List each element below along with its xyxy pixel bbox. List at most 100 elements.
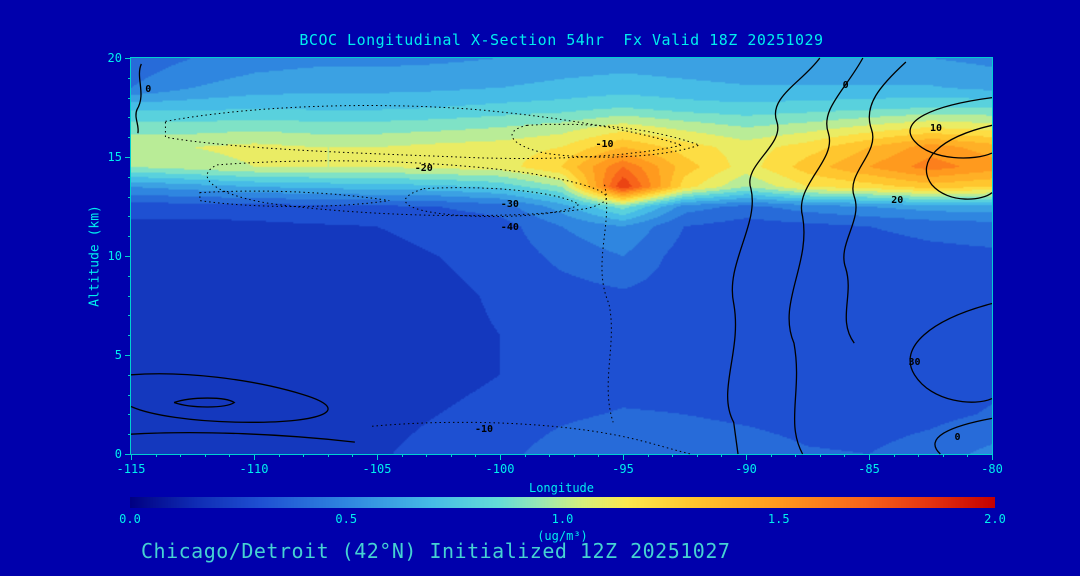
x-tick-mark bbox=[401, 454, 403, 457]
colorbar-tick-label: 0.5 bbox=[335, 512, 358, 526]
contour-line bbox=[165, 106, 682, 159]
contour-line bbox=[372, 422, 691, 454]
x-tick-label: -115 bbox=[116, 462, 146, 476]
y-tick-mark bbox=[125, 355, 131, 356]
x-tick-mark bbox=[696, 454, 698, 457]
contour-label: 0 bbox=[145, 83, 152, 95]
x-tick-mark bbox=[992, 454, 993, 460]
contour-line bbox=[136, 64, 141, 133]
x-tick-label: -105 bbox=[362, 462, 392, 476]
y-tick-mark bbox=[128, 335, 131, 337]
x-axis-label: Longitude bbox=[528, 481, 595, 495]
x-tick-mark bbox=[327, 454, 329, 457]
contour-label: 30 bbox=[908, 356, 921, 368]
y-tick-mark bbox=[125, 58, 131, 59]
x-tick-mark bbox=[131, 454, 132, 460]
x-tick-mark bbox=[844, 454, 846, 457]
x-tick-mark bbox=[549, 454, 551, 457]
contour-line bbox=[200, 191, 389, 206]
y-tick-mark bbox=[125, 157, 131, 158]
contour-label: 20 bbox=[891, 194, 904, 206]
y-tick-mark bbox=[128, 295, 131, 297]
contour-line bbox=[174, 398, 234, 407]
contour-line bbox=[935, 418, 992, 454]
y-tick-mark bbox=[128, 176, 131, 178]
x-tick-mark bbox=[942, 454, 944, 457]
x-tick-mark bbox=[869, 454, 870, 460]
contour-line bbox=[405, 188, 578, 217]
y-tick-mark bbox=[128, 275, 131, 277]
contour-line bbox=[844, 62, 906, 343]
x-tick-mark bbox=[647, 454, 649, 457]
x-tick-mark bbox=[573, 454, 575, 457]
contour-label: -10 bbox=[595, 139, 614, 151]
plot-area: 0 -10 -20 -30 -40 0 10 20 30 -10 0 -115 -110 -105 -10… bbox=[108, 51, 1003, 476]
y-tick-mark bbox=[128, 374, 131, 376]
y-tick-mark bbox=[128, 196, 131, 198]
x-tick-mark bbox=[180, 454, 182, 457]
y-tick-mark bbox=[128, 117, 131, 119]
contour-label: -40 bbox=[500, 222, 519, 234]
x-tick-mark bbox=[352, 454, 354, 457]
y-tick-label: 15 bbox=[107, 150, 122, 164]
x-tick-mark bbox=[426, 454, 428, 457]
contour-line bbox=[910, 304, 992, 403]
colorbar-tick-label: 1.0 bbox=[551, 512, 574, 526]
y-tick-label: 20 bbox=[107, 51, 122, 65]
contour-label: -20 bbox=[414, 162, 433, 174]
y-tick-mark bbox=[128, 394, 131, 396]
contour-line bbox=[910, 98, 992, 158]
x-tick-mark bbox=[278, 454, 280, 457]
contour-line bbox=[926, 125, 992, 199]
y-tick-label: 0 bbox=[114, 447, 122, 461]
contour-line bbox=[512, 124, 699, 157]
y-tick-mark bbox=[125, 256, 131, 257]
colorbar-gradient bbox=[130, 497, 995, 508]
y-tick-mark bbox=[128, 414, 131, 416]
x-tick-mark bbox=[524, 454, 526, 457]
y-tick-mark bbox=[128, 434, 131, 436]
y-axis-label: Altitude (km) bbox=[87, 205, 103, 307]
x-tick-mark bbox=[746, 454, 747, 460]
x-tick-mark bbox=[721, 454, 723, 457]
x-tick-mark bbox=[672, 454, 674, 457]
contour-line bbox=[131, 433, 355, 442]
heatmap-canvas bbox=[131, 58, 992, 454]
x-tick-mark bbox=[303, 454, 305, 457]
x-tick-mark bbox=[204, 454, 206, 457]
y-tick-label: 10 bbox=[107, 249, 122, 263]
x-tick-label: -100 bbox=[485, 462, 515, 476]
x-tick-label: -90 bbox=[735, 462, 757, 476]
x-tick-mark bbox=[819, 454, 821, 457]
x-tick-mark bbox=[377, 454, 378, 460]
x-tick-mark bbox=[229, 454, 231, 457]
x-tick-mark bbox=[918, 454, 920, 457]
x-tick-mark bbox=[254, 454, 255, 460]
x-tick-mark bbox=[623, 454, 624, 460]
colorbar-tick-label: 0.0 bbox=[119, 512, 141, 526]
y-tick-mark bbox=[128, 97, 131, 99]
x-tick-mark bbox=[598, 454, 600, 457]
x-tick-mark bbox=[155, 454, 157, 457]
colorbar: 0.0 0.5 1.0 1.5 2.0 bbox=[119, 497, 1006, 526]
y-tick-label: 5 bbox=[114, 348, 122, 362]
x-tick-label: -80 bbox=[981, 462, 1003, 476]
colorbar-tick-label: 2.0 bbox=[984, 512, 1006, 526]
colorbar-tick-label: 1.5 bbox=[767, 512, 790, 526]
contour-label: 0 bbox=[954, 432, 961, 444]
colorbar-units: (ug/m³) bbox=[537, 529, 588, 543]
y-tick-mark bbox=[128, 236, 131, 238]
contour-label: 0 bbox=[842, 79, 849, 91]
x-tick-mark bbox=[475, 454, 477, 457]
contour-lines-layer bbox=[131, 58, 992, 454]
x-tick-mark bbox=[500, 454, 501, 460]
contour-line bbox=[728, 58, 820, 454]
y-tick-mark bbox=[128, 77, 131, 79]
y-tick-mark bbox=[128, 216, 131, 218]
contour-line bbox=[207, 161, 606, 216]
x-tick-label: -85 bbox=[858, 462, 880, 476]
y-tick-mark bbox=[125, 454, 131, 455]
y-tick-mark bbox=[128, 315, 131, 317]
chart-title: BCOC Longitudinal X-Section 54hr Fx Vali… bbox=[299, 31, 824, 49]
contour-line bbox=[789, 58, 863, 454]
